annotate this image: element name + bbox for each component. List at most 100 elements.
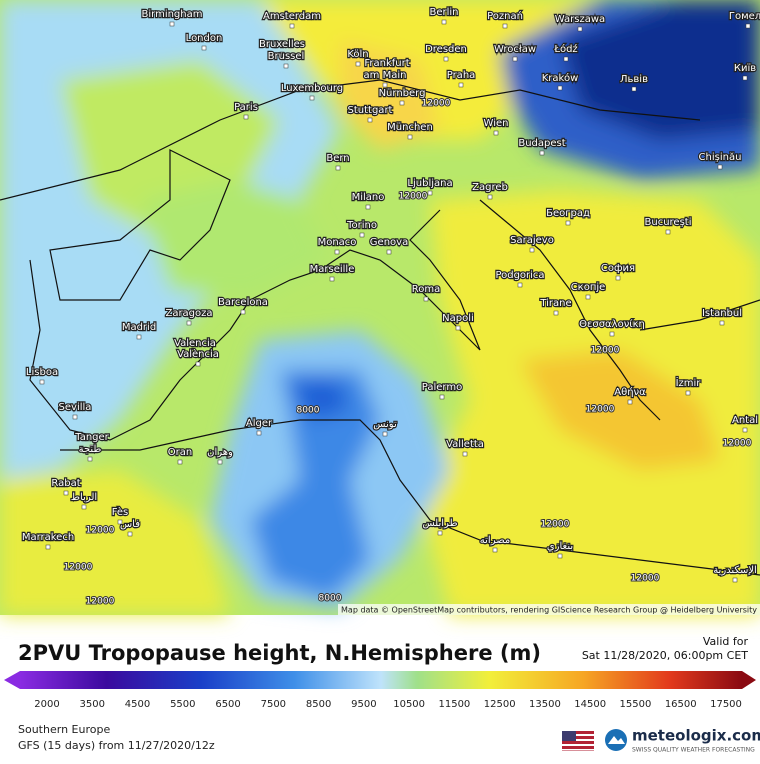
contour-label: 12000: [422, 99, 451, 109]
city-label: Milano: [352, 192, 385, 203]
city-label: طنجة: [79, 444, 102, 455]
city-label: Sarajevo: [510, 235, 554, 246]
city-label: وهران: [207, 447, 233, 458]
city-marker: [502, 23, 508, 29]
city-label: Wrocław: [494, 44, 536, 55]
city-marker: [512, 56, 518, 62]
city-marker: [717, 164, 723, 170]
city-marker: [169, 21, 175, 27]
city-marker: [382, 431, 388, 437]
city-label: Θεσσαλονίκη: [579, 318, 645, 330]
city-label: Köln: [347, 49, 368, 60]
brand: meteologix.com: [632, 727, 760, 745]
city-label: London: [186, 33, 223, 44]
title: 2PVU Tropopause height, N.Hemisphere (m): [18, 641, 541, 665]
city-label: Berlin: [429, 7, 458, 18]
colorbar-tick-label: 12500: [484, 699, 516, 710]
city-label: Kraków: [542, 72, 579, 84]
city-marker: [39, 379, 45, 385]
colorbar-tick-label: 7500: [261, 699, 286, 710]
city-marker: [462, 451, 468, 457]
city-marker: [732, 577, 738, 583]
city-label: Genova: [370, 237, 408, 248]
city-marker: [309, 95, 315, 101]
city-marker: [455, 325, 461, 331]
city-marker: [355, 61, 361, 67]
city-marker: [492, 547, 498, 553]
city-marker: [192, 350, 198, 356]
city-marker: [334, 249, 340, 255]
brand-tagline: SWISS QUALITY WEATHER FORECASTING: [632, 747, 755, 754]
city-label: Podgorica: [495, 270, 544, 281]
city-marker: [359, 232, 365, 238]
city-label: طرابلس: [422, 518, 457, 529]
city-marker: [195, 361, 201, 367]
city-label: София: [601, 263, 635, 274]
city-marker: [72, 414, 78, 420]
city-label: Monaco: [318, 237, 357, 248]
city-label: Львів: [620, 73, 648, 85]
city-label: Dresden: [425, 44, 467, 55]
city-marker: [458, 82, 464, 88]
city-marker: [585, 294, 591, 300]
colorbar-tick-label: 5500: [170, 699, 195, 710]
city-label: Stuttgart: [348, 105, 393, 116]
city-label: تونس: [373, 419, 397, 430]
city-label: Brussel: [268, 51, 305, 62]
city-label: Amsterdam: [263, 11, 321, 22]
city-marker: [563, 56, 569, 62]
city-label: Luxembourg: [281, 83, 343, 94]
city-marker: [367, 117, 373, 123]
city-marker: [719, 320, 725, 326]
city-label: Marrakech: [22, 532, 74, 543]
city-label: Valencia: [174, 338, 216, 349]
city-marker: [386, 249, 392, 255]
city-label: Oran: [168, 447, 192, 458]
model-run: GFS (15 days) from 11/27/2020/12z: [18, 739, 215, 752]
city-label: Roma: [412, 284, 441, 295]
city-label: بنغازي: [547, 541, 573, 552]
city-marker: [577, 26, 583, 32]
city-label: Barcelona: [218, 297, 268, 308]
city-label: مصراته: [480, 535, 510, 546]
city-marker: [87, 456, 93, 462]
city-label: Paris: [234, 102, 258, 113]
city-marker: [742, 427, 748, 433]
colorbar-tick-label: 9500: [351, 699, 376, 710]
city-marker: [289, 23, 295, 29]
city-label: Torino: [346, 220, 377, 231]
city-marker: [665, 229, 671, 235]
city-marker: [384, 70, 390, 76]
city-label: الإسكندرية: [713, 565, 757, 576]
map: Map data © OpenStreetMap contributors, r…: [0, 0, 760, 615]
city-label: Praha: [447, 70, 476, 81]
city-label: Warszawa: [555, 14, 605, 25]
city-label: Скопје: [571, 281, 606, 293]
city-marker: [186, 320, 192, 326]
contour-label: 12000: [591, 346, 620, 356]
city-marker: [136, 334, 142, 340]
city-marker: [256, 430, 262, 436]
city-label: Київ: [734, 63, 756, 74]
contour-label: 8000: [297, 406, 320, 416]
city-label: València: [177, 348, 219, 360]
city-marker: [439, 394, 445, 400]
contour-label: 12000: [631, 574, 660, 584]
contour-label: 12000: [86, 597, 115, 607]
city-marker: [279, 51, 285, 57]
city-marker: [81, 504, 87, 510]
city-label: Rabat: [51, 478, 80, 489]
city-label: Palermo: [422, 382, 462, 393]
city-marker: [365, 204, 371, 210]
city-marker: [399, 100, 405, 106]
city-marker: [517, 282, 523, 288]
city-label: München: [387, 122, 433, 133]
city-marker: [557, 553, 563, 559]
city-marker: [627, 399, 633, 405]
city-marker: [565, 220, 571, 226]
city-label: Wien: [484, 118, 509, 129]
city-label: Bruxelles: [259, 39, 305, 50]
contour-label: 12000: [586, 405, 615, 415]
colorbar-tick-label: 14500: [574, 699, 606, 710]
